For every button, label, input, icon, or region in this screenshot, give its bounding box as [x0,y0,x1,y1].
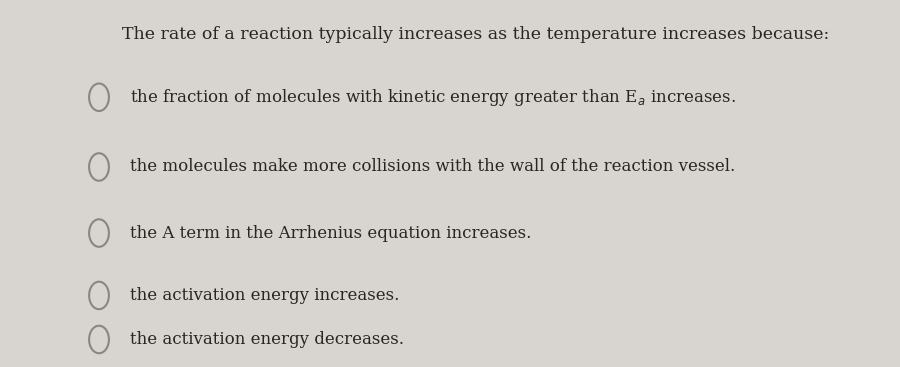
Text: the molecules make more collisions with the wall of the reaction vessel.: the molecules make more collisions with … [130,159,736,175]
Text: the activation energy decreases.: the activation energy decreases. [130,331,404,348]
Text: The rate of a reaction typically increases as the temperature increases because:: The rate of a reaction typically increas… [122,26,829,43]
Text: the A term in the Arrhenius equation increases.: the A term in the Arrhenius equation inc… [130,225,532,241]
Text: the activation energy increases.: the activation energy increases. [130,287,400,304]
Text: the fraction of molecules with kinetic energy greater than E$_a$ increases.: the fraction of molecules with kinetic e… [130,87,736,108]
